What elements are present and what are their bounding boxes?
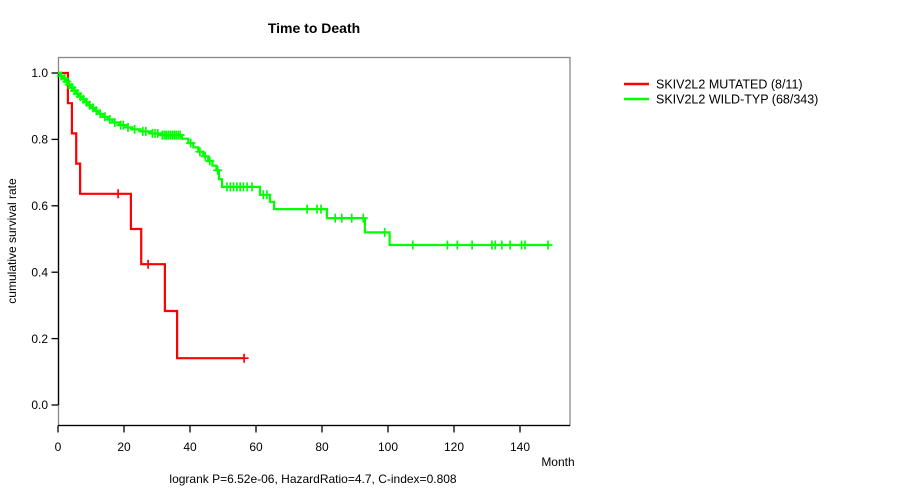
survival-curve-mutated [58, 71, 245, 360]
chart-title: Time to Death [268, 20, 360, 36]
y-tick-label: 0.6 [31, 199, 48, 213]
y-axis-ticks: 0.0 0.2 0.4 0.6 0.8 1.0 [31, 66, 58, 412]
x-tick-label: 40 [183, 440, 197, 454]
x-tick-label: 140 [510, 440, 530, 454]
x-tick-label: 0 [55, 440, 62, 454]
y-axis-label: cumulative survival rate [5, 178, 19, 304]
legend-label-mutated: SKIV2L2 MUTATED (8/11) [656, 78, 803, 92]
x-tick-label: 100 [378, 440, 398, 454]
x-axis-label: Month [541, 455, 574, 469]
x-tick-label: 80 [315, 440, 329, 454]
y-tick-label: 0.4 [31, 265, 48, 279]
x-axis-ticks: 0 20 40 60 80 100 120 140 [55, 425, 530, 454]
censor-marks-wildtype [56, 71, 553, 250]
x-tick-label: 120 [444, 440, 464, 454]
statistics-annotation: logrank P=6.52e-06, HazardRatio=4.7, C-i… [169, 472, 457, 486]
legend-label-wildtype: SKIV2L2 WILD-TYP (68/343) [656, 93, 818, 107]
censor-marks-mutated [113, 189, 249, 363]
y-tick-label: 0.0 [31, 398, 48, 412]
x-tick-label: 20 [117, 440, 131, 454]
plot-border [57, 56, 571, 427]
y-tick-label: 1.0 [31, 66, 48, 80]
legend: SKIV2L2 MUTATED (8/11) SKIV2L2 WILD-TYP … [624, 78, 818, 107]
y-tick-label: 0.2 [31, 332, 48, 346]
x-tick-label: 60 [249, 440, 263, 454]
y-tick-label: 0.8 [31, 133, 48, 147]
